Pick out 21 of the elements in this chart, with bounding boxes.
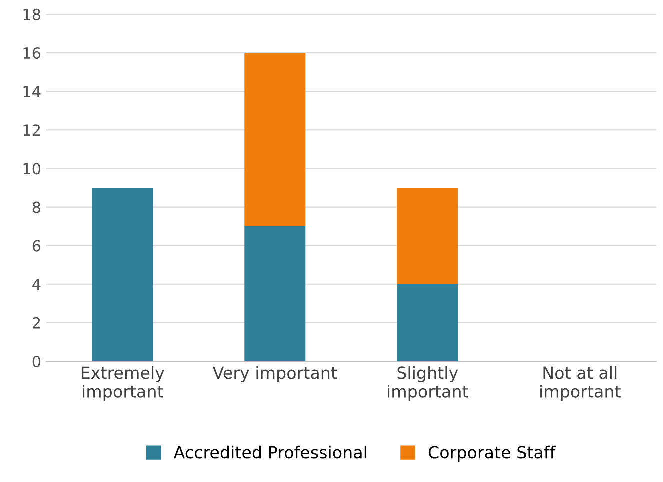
y-tick-label: 12: [24, 124, 40, 136]
y-tick-label: 18: [24, 8, 41, 20]
y-tick-label: 16: [24, 47, 41, 60]
y-tick-label: 2: [32, 317, 40, 329]
bar: [244, 53, 306, 227]
bar: [397, 188, 458, 284]
y-tick-label: 10: [24, 163, 41, 175]
bar: [397, 284, 458, 362]
bar: [92, 188, 154, 362]
x-tick-label: Very important: [212, 366, 338, 382]
x-tick-label: Extremely important: [82, 366, 164, 402]
bar: [244, 226, 306, 362]
legend-label: Accredited Professional: [174, 446, 366, 459]
x-tick-label: Slightly important: [388, 366, 468, 402]
y-tick-label: 14: [24, 86, 41, 98]
y-tick-label: 6: [32, 240, 41, 252]
legend-label: Corporate Staff: [428, 446, 556, 462]
y-tick-label: 8: [32, 202, 41, 214]
y-tick-label: 4: [32, 279, 41, 290]
x-tick-label: Not at all important: [540, 366, 621, 402]
y-tick-label: 0: [32, 356, 41, 368]
